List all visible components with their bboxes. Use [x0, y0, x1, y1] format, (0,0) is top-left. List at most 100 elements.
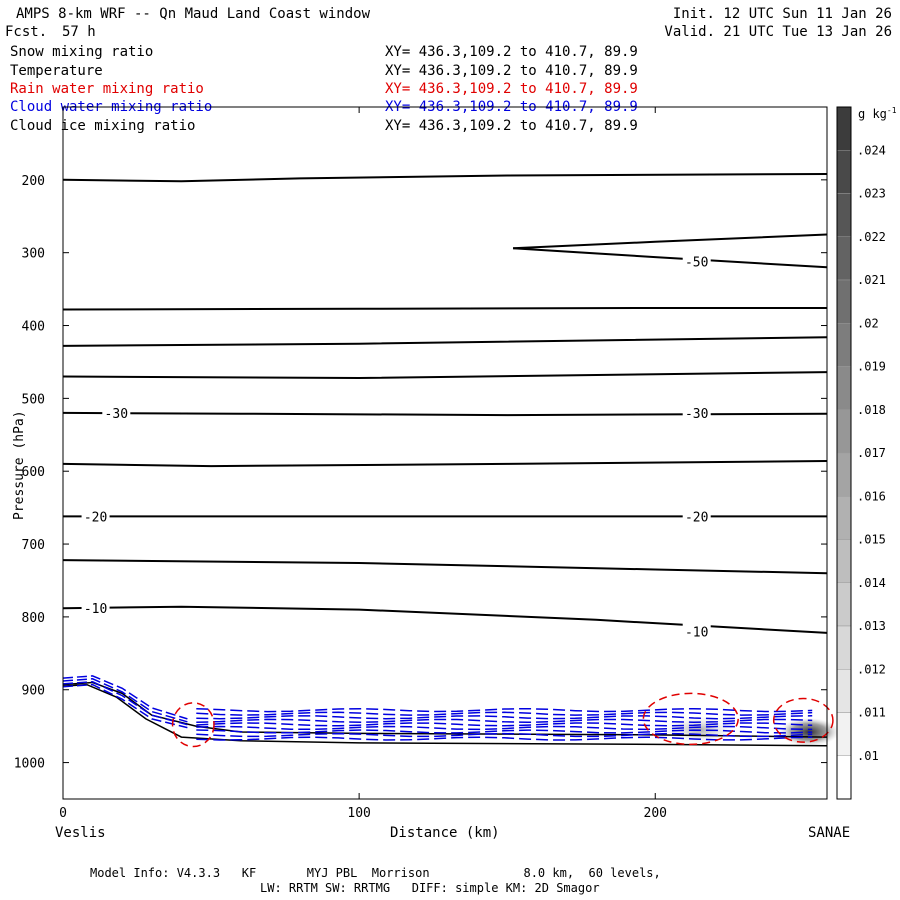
- x-tick-label: 0: [59, 806, 67, 821]
- colorbar-swatch: [836, 539, 852, 583]
- y-axis-title: Pressure (hPa): [12, 410, 27, 520]
- isotherm-label-bg: [682, 404, 711, 420]
- isotherm-label-bg: [81, 508, 110, 524]
- plot-title: AMPS 8-km WRF -- Qn Maud Land Coast wind…: [16, 6, 371, 22]
- rain-water-contour: [642, 692, 739, 746]
- forecast-label: Fcst.: [5, 24, 48, 40]
- colorbar-swatch: [836, 106, 852, 151]
- cloud-water-contour: [62, 680, 188, 726]
- x-left-location: Veslis: [55, 825, 106, 841]
- colorbar-tick-label: .013: [857, 619, 886, 633]
- cloud-water-contour: [62, 675, 188, 720]
- field-xy-cloud-ice: XY= 436.3,109.2 to 410.7, 89.9: [385, 118, 638, 134]
- colorbar-swatch: [836, 323, 852, 367]
- colorbar-tick-label: .021: [857, 273, 886, 287]
- colorbar-swatch: [836, 496, 852, 540]
- field-name-snow: Snow mixing ratio: [10, 44, 154, 60]
- plot-frame: [62, 106, 828, 800]
- colorbar-unit: g kg-1: [858, 106, 897, 121]
- colorbar-tick-label: .02: [857, 316, 879, 330]
- colorbar-tick-label: .023: [857, 187, 886, 201]
- colorbar-tick-label: .012: [857, 662, 886, 676]
- cloud-water-contour: [196, 711, 813, 716]
- colorbar-tick-label: .017: [857, 446, 886, 460]
- field-name-cloud-ice: Cloud ice mixing ratio: [10, 118, 196, 134]
- colorbar-swatch: [836, 712, 852, 756]
- colorbar-swatch: [836, 279, 852, 324]
- cloud-water-contour: [196, 729, 813, 734]
- y-tick-label: 600: [22, 465, 45, 480]
- temperature-isotherm: [62, 559, 828, 575]
- temperature-isotherm: [513, 247, 828, 269]
- forecast-hours: 57 h: [62, 24, 96, 40]
- y-tick-label: 800: [22, 611, 45, 626]
- y-tick-label: 200: [22, 174, 45, 189]
- isotherm-label: -10: [84, 602, 107, 617]
- isotherm-label-bg: [102, 404, 131, 420]
- cloud-water-contour: [196, 715, 813, 720]
- field-xy-snow: XY= 436.3,109.2 to 410.7, 89.9: [385, 44, 638, 60]
- x-tick-label: 100: [347, 806, 370, 821]
- colorbar-swatch: [836, 236, 852, 281]
- temperature-isotherm: [62, 411, 828, 417]
- colorbar-swatch: [836, 625, 852, 670]
- colorbar-tick-label: .016: [857, 489, 886, 503]
- colorbar-swatch: [836, 409, 852, 454]
- valid-time: Valid. 21 UTC Tue 13 Jan 26: [664, 24, 892, 40]
- cloud-water-contour: [196, 725, 813, 731]
- field-xy-temperature: XY= 436.3,109.2 to 410.7, 89.9: [385, 63, 638, 79]
- colorbar-swatch: [836, 755, 852, 800]
- x-tick-label: 200: [644, 806, 667, 821]
- rain-water-contour: [772, 697, 834, 743]
- y-tick-label: 1000: [14, 757, 45, 772]
- temperature-isotherm: [62, 605, 828, 634]
- colorbar-swatch: [836, 193, 852, 237]
- colorbar-tick-label: .014: [857, 576, 886, 590]
- colorbar-swatch: [836, 150, 852, 194]
- colorbar-tick-label: .01: [857, 749, 879, 763]
- isotherm-label-bg: [682, 508, 711, 524]
- colorbar-swatch: [836, 669, 852, 713]
- temperature-isotherm: [513, 233, 828, 250]
- isotherm-label: -30: [685, 407, 708, 422]
- cloud-water-contour: [62, 683, 188, 729]
- colorbar-tick-label: .015: [857, 533, 886, 547]
- cloud-water-contour: [196, 732, 813, 738]
- x-right-location: SANAE: [808, 825, 851, 841]
- y-tick-label: 900: [22, 684, 45, 699]
- x-axis-title: Distance (km): [390, 825, 500, 841]
- isotherm-label: -30: [105, 407, 128, 422]
- isotherm-label-bg: [682, 253, 711, 269]
- isotherm-label-bg: [682, 623, 711, 639]
- field-xy-rain: XY= 436.3,109.2 to 410.7, 89.9: [385, 81, 638, 97]
- cloud-water-contour: [196, 718, 813, 724]
- colorbar-tick-label: .022: [857, 230, 886, 244]
- y-tick-label: 700: [22, 538, 45, 553]
- y-tick-label: 500: [22, 392, 45, 407]
- colorbar-swatch: [836, 366, 852, 410]
- isotherm-label: -10: [685, 625, 708, 640]
- colorbar-tick-label: .024: [857, 143, 886, 157]
- terrain-line: [62, 683, 828, 747]
- isotherm-label-bg: [81, 600, 110, 616]
- y-tick-label: 400: [22, 320, 45, 335]
- cloud-water-contour: [196, 722, 813, 727]
- isotherm-label: -20: [685, 510, 708, 525]
- temperature-isotherm: [62, 371, 828, 380]
- field-name-rain: Rain water mixing ratio: [10, 81, 204, 97]
- cloud-water-contour: [196, 707, 813, 713]
- cloud-water-contour: [196, 736, 813, 741]
- model-info-line1: Model Info: V4.3.3 KF MYJ PBL Morrison 8…: [90, 866, 661, 880]
- temperature-isotherm: [62, 336, 828, 347]
- model-info-line2: LW: RRTM SW: RRTMG DIFF: simple KM: 2D S…: [260, 881, 600, 895]
- y-tick-label: 300: [22, 247, 45, 262]
- terrain-line: [62, 681, 828, 738]
- colorbar-swatch: [836, 582, 852, 627]
- temperature-isotherm: [62, 307, 827, 311]
- temperature-isotherm: [62, 173, 828, 183]
- colorbar-tick-label: .018: [857, 403, 886, 417]
- colorbar-tick-label: .011: [857, 706, 886, 720]
- field-name-temperature: Temperature: [10, 63, 103, 79]
- colorbar-frame: [836, 106, 852, 800]
